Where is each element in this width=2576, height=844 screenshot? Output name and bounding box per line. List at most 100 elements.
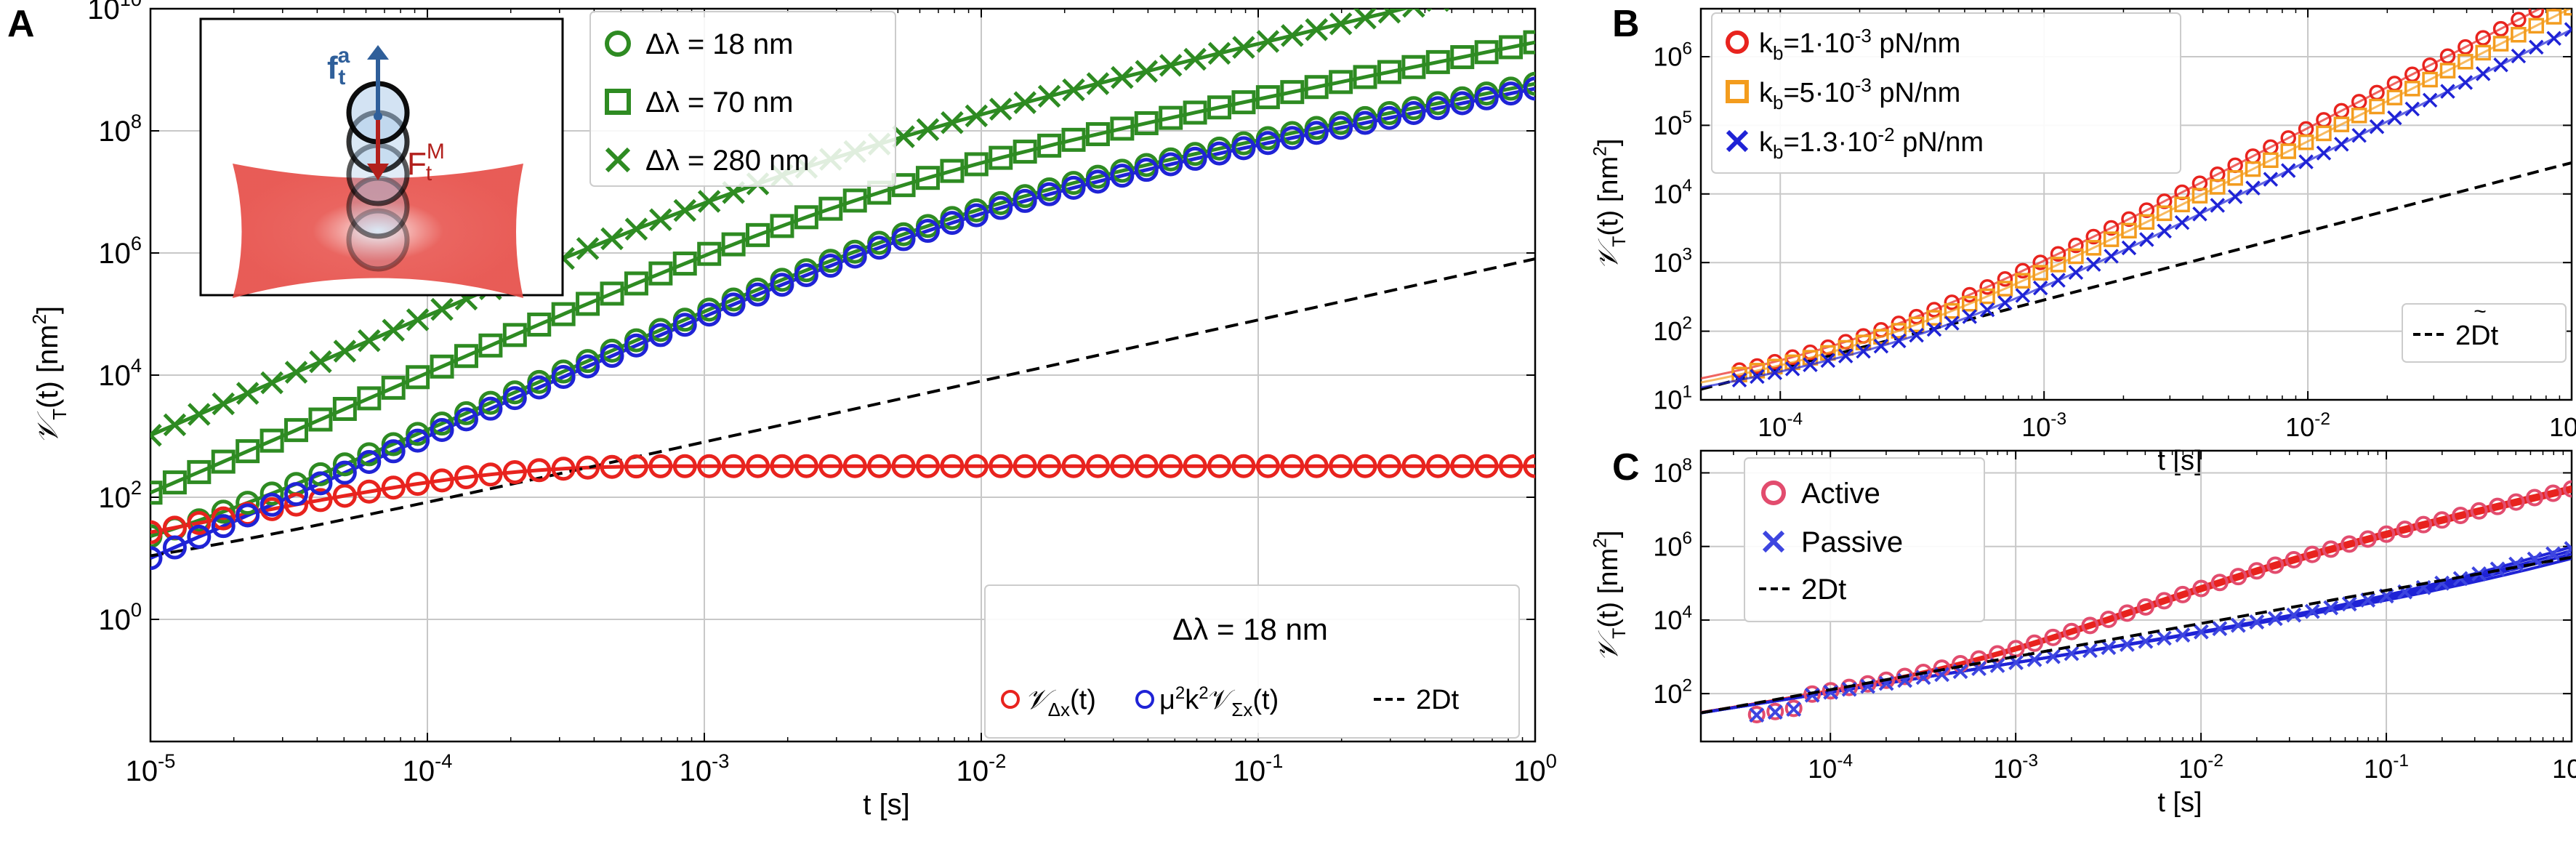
series-marker <box>842 188 867 213</box>
series-marker <box>2351 128 2367 143</box>
legend-entry: kb=1·10-3 pN/nm <box>1759 25 1960 64</box>
active-marker <box>2415 515 2433 534</box>
series-marker <box>576 237 600 260</box>
series-marker <box>1231 90 1256 115</box>
active-marker <box>2062 622 2080 640</box>
series-marker <box>600 344 624 369</box>
x-axis-label: t [s] <box>863 789 909 821</box>
series-marker <box>2050 273 2066 288</box>
series-marker <box>381 439 406 464</box>
x-tick-label: 10-1 <box>1233 749 1284 787</box>
active-marker <box>2155 592 2173 610</box>
series-marker <box>2351 108 2367 124</box>
series-marker <box>2032 265 2048 281</box>
series-marker <box>1926 302 1942 318</box>
series-marker <box>332 452 357 477</box>
series-marker <box>2492 36 2509 52</box>
series-marker <box>1110 164 1135 188</box>
series-marker <box>1159 54 1183 77</box>
series-marker <box>770 214 794 238</box>
passive-marker <box>2323 600 2339 616</box>
active-marker <box>2507 493 2525 511</box>
series-marker <box>2475 30 2491 46</box>
series-marker <box>1329 70 1353 95</box>
series-marker <box>150 481 163 505</box>
legend-marker <box>1726 129 1749 153</box>
legend-marker <box>1762 530 1785 553</box>
series-marker <box>2103 231 2120 247</box>
series-marker <box>2050 257 2066 273</box>
y-tick-label: 106 <box>98 232 142 270</box>
active-marker <box>1766 702 1784 720</box>
panel-a-chart: 10-5 10-4 10-3 10-2 10-1 100 100 102 104 106 108 10… <box>28 0 1557 821</box>
series-marker <box>211 506 236 531</box>
series-marker <box>600 454 624 479</box>
passive-marker <box>2193 624 2209 640</box>
series-marker <box>2245 180 2261 196</box>
series-marker <box>794 262 818 287</box>
legend-marker <box>1726 80 1749 103</box>
series-marker <box>2545 9 2562 25</box>
series-marker <box>697 241 722 266</box>
series-marker <box>1159 152 1183 177</box>
series-marker <box>1908 316 1925 333</box>
panel-c-chart: 10-4 10-3 10-2 10-1 100 102 104 106 108 t [s] 𝒱T(t… <box>1591 449 2576 818</box>
series-marker <box>964 203 989 228</box>
series-marker <box>2511 12 2527 28</box>
series-marker <box>1425 96 1450 121</box>
series-marker <box>672 454 697 478</box>
series-marker <box>2086 257 2101 272</box>
legend-marker <box>1761 481 1786 505</box>
series-marker <box>1159 105 1183 130</box>
series-marker <box>1944 294 1960 310</box>
series-marker <box>1450 91 1475 116</box>
y-tick-label: 104 <box>98 354 142 392</box>
series-marker <box>1037 182 1062 206</box>
series-marker <box>1305 18 1328 41</box>
active-marker <box>2192 579 2210 598</box>
series-marker <box>1891 323 1907 339</box>
series-marker <box>333 339 357 363</box>
series-marker <box>964 152 989 177</box>
legend-ref: 2Dt~ <box>2402 300 2567 363</box>
y-tick-label: 102 <box>1653 676 1692 709</box>
y-tick-label: 106 <box>1653 528 1692 561</box>
active-marker <box>2081 616 2099 635</box>
series-marker <box>187 510 212 535</box>
series-marker <box>721 454 746 478</box>
series-marker <box>1329 116 1353 140</box>
series-marker <box>2334 137 2349 152</box>
series-marker <box>1873 338 1889 354</box>
series-marker <box>940 211 965 236</box>
series-marker <box>2564 22 2572 32</box>
series-marker <box>1767 365 1782 380</box>
series-marker <box>308 471 333 496</box>
plot-frame <box>1699 7 2573 401</box>
laser-beam <box>233 164 523 298</box>
passive-marker <box>2045 648 2061 664</box>
series-marker <box>940 454 965 478</box>
active-marker <box>2359 530 2377 548</box>
series-marker <box>842 244 867 269</box>
y-tick-label: 104 <box>1653 176 1692 209</box>
series-marker <box>187 524 212 549</box>
series-marker <box>1499 81 1524 106</box>
series-marker <box>1353 454 1377 478</box>
series-marker <box>2210 179 2226 195</box>
legend-entry-2dt: 2Dt <box>1416 685 1460 715</box>
series-marker <box>2439 48 2456 64</box>
series-marker <box>1159 454 1183 478</box>
series-line <box>150 464 1535 534</box>
series-marker <box>381 475 406 500</box>
passive-marker <box>2267 611 2283 627</box>
legend-entry-280nm: Δλ = 280 nm <box>645 145 810 177</box>
series-marker <box>1838 348 1853 363</box>
tilde-mark: ~ <box>2474 300 2487 323</box>
series-marker <box>1425 454 1450 478</box>
series-marker <box>2316 125 2332 142</box>
legend-marker <box>605 89 631 115</box>
series-marker <box>697 454 722 478</box>
series-marker <box>188 403 211 426</box>
series-marker <box>1944 316 1960 331</box>
